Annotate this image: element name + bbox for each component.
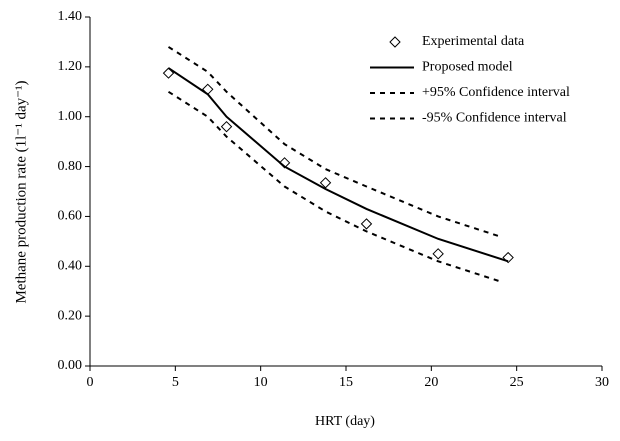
x-tick-label: 0 (87, 375, 94, 390)
y-tick-label: 0.00 (58, 358, 83, 373)
y-tick-label: 1.00 (58, 109, 83, 124)
x-tick-label: 30 (595, 375, 609, 390)
series-line (167, 67, 509, 263)
data-point (360, 218, 373, 230)
y-tick-label: 0.60 (58, 209, 83, 224)
y-axis-label: Methane production rate (1l⁻¹ day⁻¹) (13, 80, 29, 303)
legend-label: +95% Confidence interval (422, 85, 570, 100)
legend-label: Experimental data (422, 34, 525, 49)
legend-swatch (389, 36, 401, 48)
x-tick-label: 5 (172, 375, 179, 390)
data-point (502, 251, 514, 264)
legend-label: Proposed model (422, 60, 513, 75)
y-tick-label: 1.20 (58, 59, 83, 74)
data-point (432, 248, 444, 260)
x-tick-label: 15 (339, 375, 353, 390)
x-tick-label: 20 (424, 375, 438, 390)
y-tick-label: 0.20 (58, 308, 83, 323)
x-tick-label: 25 (510, 375, 524, 390)
data-point (319, 177, 332, 189)
y-tick-label: 0.80 (58, 159, 83, 174)
legend-label: -95% Confidence interval (422, 111, 567, 126)
series-line (167, 46, 500, 238)
series-line (167, 90, 500, 283)
x-tick-label: 10 (254, 375, 268, 390)
x-axis-label: HRT (day) (315, 414, 375, 429)
y-tick-label: 0.40 (58, 259, 83, 274)
data-point (220, 120, 233, 133)
y-tick-label: 1.40 (58, 9, 83, 24)
